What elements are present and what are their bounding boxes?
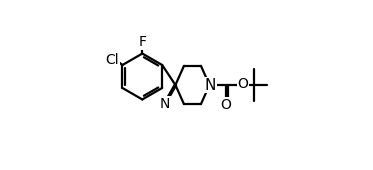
Text: Cl: Cl — [105, 53, 119, 66]
Text: N: N — [205, 78, 216, 92]
Text: O: O — [238, 77, 248, 91]
Text: F: F — [138, 35, 146, 49]
Text: O: O — [220, 98, 231, 112]
Text: N: N — [160, 97, 170, 110]
